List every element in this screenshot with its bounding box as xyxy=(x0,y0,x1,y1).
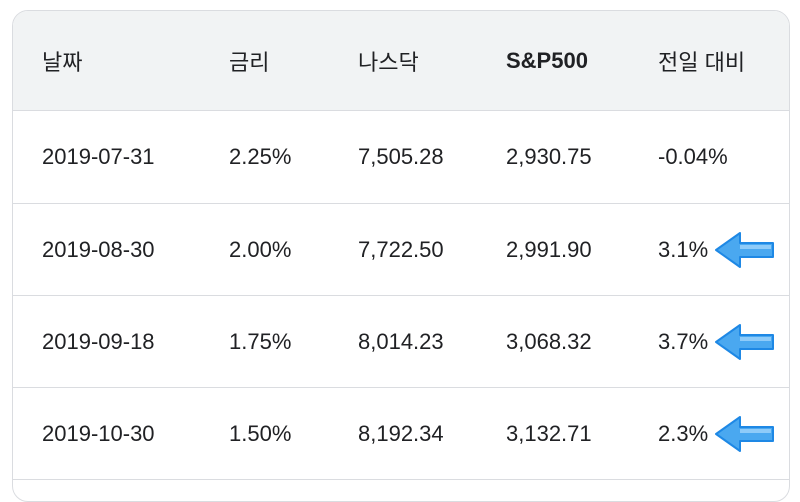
header-change: 전일 대비 xyxy=(658,49,746,75)
cell-change-value: 3.1% xyxy=(658,236,709,262)
cell-sp500: 2,930.75 xyxy=(506,144,592,169)
cell-date: 2019-08-30 xyxy=(42,236,155,262)
cell-date: 2019-10-30 xyxy=(42,420,155,446)
cell-date: 2019-09-18 xyxy=(42,328,155,354)
cell-sp500: 3,068.32 xyxy=(506,328,592,354)
cell-nasdaq: 7,722.50 xyxy=(358,236,444,262)
left-arrow-icon xyxy=(715,415,775,452)
cell-rate: 2.00% xyxy=(229,236,292,262)
cell-date: 2019-07-31 xyxy=(42,144,155,169)
left-arrow-icon xyxy=(715,231,775,268)
cell-sp500: 3,132.71 xyxy=(506,420,592,446)
header-rate: 금리 xyxy=(229,49,270,75)
cell-change-value: 3.7% xyxy=(658,328,709,354)
table-header-row: 날짜 금리 나스닥 S&P500 전일 대비 xyxy=(13,11,789,111)
cell-nasdaq: 8,014.23 xyxy=(358,328,444,354)
table-row: 2019-07-31 2.25% 7,505.28 2,930.75 -0.04… xyxy=(13,111,789,204)
table-row: 2019-09-18 1.75% 8,014.23 3,068.32 3.7% xyxy=(13,296,789,388)
cell-change: 3.7% xyxy=(658,296,776,387)
cell-rate: 1.50% xyxy=(229,420,292,446)
header-date: 날짜 xyxy=(42,49,83,75)
cell-sp500: 2,991.90 xyxy=(506,236,592,262)
cell-nasdaq: 8,192.34 xyxy=(358,420,444,446)
cell-change: 2.3% xyxy=(658,388,776,479)
data-table: 날짜 금리 나스닥 S&P500 전일 대비 2019-07-31 2.25% … xyxy=(12,10,790,502)
cell-change: 3.1% xyxy=(658,204,776,295)
cell-change-value: 2.3% xyxy=(658,420,709,446)
header-nasdaq: 나스닥 xyxy=(358,49,419,75)
left-arrow-icon xyxy=(715,323,775,360)
cell-rate: 2.25% xyxy=(229,144,292,169)
header-sp500: S&P500 xyxy=(506,47,588,73)
cell-change-value: -0.04% xyxy=(658,144,728,169)
table-row: 2019-10-30 1.50% 8,192.34 3,132.71 2.3% xyxy=(13,388,789,480)
table-row: 2019-08-30 2.00% 7,722.50 2,991.90 3.1% xyxy=(13,204,789,296)
cell-change: -0.04% xyxy=(658,111,728,203)
cell-rate: 1.75% xyxy=(229,328,292,354)
cell-nasdaq: 7,505.28 xyxy=(358,144,444,169)
